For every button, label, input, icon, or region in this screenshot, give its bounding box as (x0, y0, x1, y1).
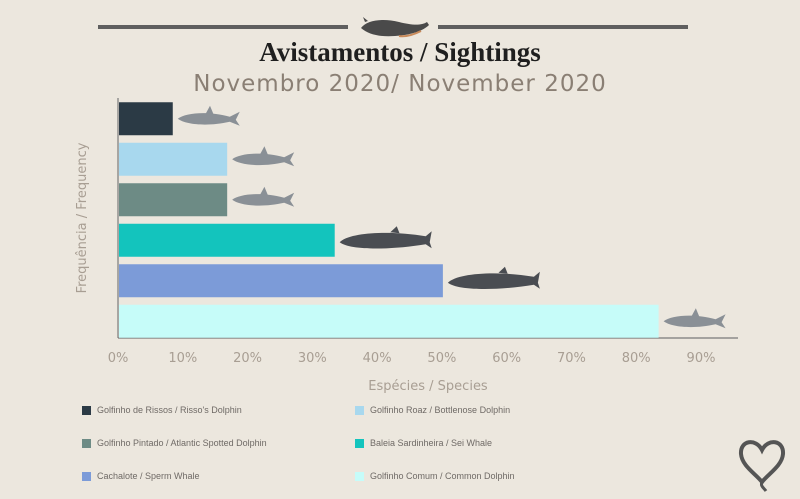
legend-item: Cachalote / Sperm Whale (82, 471, 200, 481)
x-tick-label: 30% (298, 351, 327, 366)
legend-item: Golfinho Pintado / Atlantic Spotted Dolp… (82, 438, 267, 448)
spotted-dolphin-icon (232, 186, 295, 207)
x-tick-label: 20% (233, 351, 262, 366)
legend-label: Cachalote / Sperm Whale (97, 471, 200, 481)
heart-logo-icon (739, 440, 785, 492)
legend-swatch (355, 405, 364, 415)
x-tick-label: 60% (492, 351, 521, 366)
sperm-whale-icon (447, 266, 540, 290)
bar-0 (119, 102, 173, 136)
bottlenose-dolphin-icon (232, 146, 295, 167)
x-tick-label: 70% (557, 351, 586, 366)
y-axis-label: Frequência / Frequency (75, 142, 90, 293)
common-dolphin-icon (663, 308, 726, 329)
legend-label: Baleia Sardinheira / Sei Whale (370, 438, 493, 448)
legend-item: Baleia Sardinheira / Sei Whale (355, 438, 492, 448)
legend-item: Golfinho de Rissos / Risso's Dolphin (82, 405, 242, 415)
bar-5 (119, 304, 659, 338)
legend-item: Golfinho Comum / Common Dolphin (355, 471, 515, 481)
legend-item: Golfinho Roaz / Bottlenose Dolphin (355, 405, 510, 415)
x-tick-label: 50% (427, 351, 456, 366)
rissos-dolphin-icon (177, 105, 240, 126)
legend-swatch (82, 438, 91, 448)
legend-label: Golfinho Roaz / Bottlenose Dolphin (370, 405, 511, 415)
x-tick-label: 10% (168, 351, 197, 366)
bar-4 (119, 264, 443, 298)
header-rule-left (98, 25, 348, 29)
legend-label: Golfinho Comum / Common Dolphin (370, 471, 515, 481)
bar-2 (119, 183, 228, 217)
x-axis-label: Espécies / Species (368, 379, 488, 394)
x-tick-label: 80% (622, 351, 651, 366)
legend-swatch (82, 471, 91, 481)
legend-swatch (82, 405, 91, 415)
whale-logo-icon (361, 17, 429, 38)
legend-label: Golfinho de Rissos / Risso's Dolphin (97, 405, 242, 415)
header-rule-right (438, 25, 688, 29)
sei-whale-icon (339, 226, 432, 249)
legend-label: Golfinho Pintado / Atlantic Spotted Dolp… (97, 438, 267, 448)
x-tick-label: 0% (108, 351, 129, 366)
chart-subtitle: Novembro 2020/ November 2020 (193, 71, 607, 97)
legend-swatch (355, 471, 364, 481)
bar-3 (119, 223, 335, 257)
x-tick-label: 40% (363, 351, 392, 366)
legend-swatch (355, 438, 364, 448)
bar-1 (119, 142, 228, 176)
chart-title: Avistamentos / Sightings (259, 37, 541, 67)
x-tick-label: 90% (687, 351, 716, 366)
